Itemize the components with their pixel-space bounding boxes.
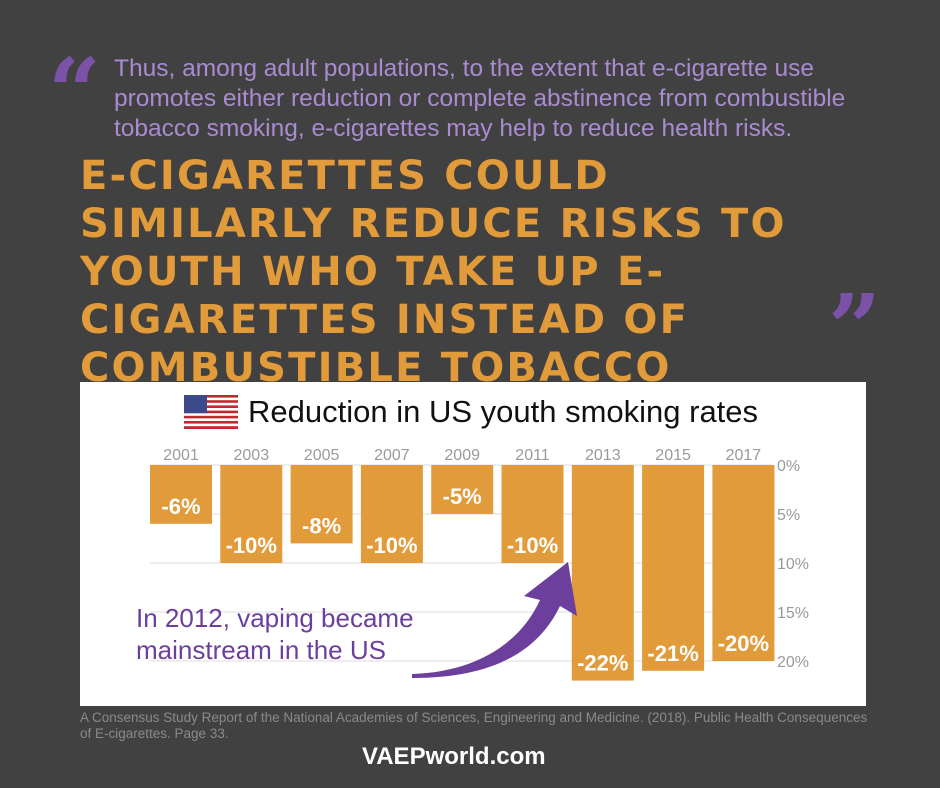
chart-panel: Reduction in US youth smoking rates 0% 5%… xyxy=(80,382,866,706)
y-tick-label: 0% xyxy=(777,458,800,475)
open-quote-mark: “ xyxy=(48,38,101,146)
brand-logo-text: VAEPworld.com xyxy=(362,743,546,770)
y-tick-label: 10% xyxy=(777,556,809,573)
bar xyxy=(290,465,353,544)
close-quote-mark: ” xyxy=(828,274,881,382)
x-category-label: 2015 xyxy=(655,447,691,464)
chart-title: Reduction in US youth smoking rates xyxy=(248,394,759,429)
bar xyxy=(220,465,283,563)
quote-intro: Thus, among adult populations, to the ex… xyxy=(114,55,846,142)
bar xyxy=(571,465,634,681)
us-flag-icon xyxy=(184,395,238,429)
x-category-label: 2013 xyxy=(585,447,621,464)
x-category-label: 2009 xyxy=(444,447,480,464)
source-citation: A Consensus Study Report of the National… xyxy=(80,710,868,741)
y-tick-label: 15% xyxy=(777,605,809,622)
bar-value-label: -20% xyxy=(718,631,769,656)
bar xyxy=(360,465,423,563)
bar-value-label: -10% xyxy=(366,533,417,558)
x-category-label: 2007 xyxy=(374,447,410,464)
bar-value-label: -22% xyxy=(577,651,628,676)
bar-value-label: -8% xyxy=(302,513,341,538)
bar xyxy=(642,465,705,671)
x-category-label: 2005 xyxy=(304,447,340,464)
bar-value-label: -6% xyxy=(161,494,200,519)
x-category-label: 2011 xyxy=(515,447,550,464)
bar xyxy=(431,465,494,514)
y-tick-label: 20% xyxy=(777,654,809,671)
bar xyxy=(501,465,564,563)
x-category-label: 2003 xyxy=(234,447,270,464)
bar-value-label: -10% xyxy=(507,533,558,558)
bar-value-label: -5% xyxy=(443,484,482,509)
bar xyxy=(150,465,212,524)
bar-chart: 0% 5% 10% 15% 20% -6% 2001 -10% 2003 -8% 2005 -10% 2… xyxy=(150,447,809,681)
y-tick-label: 5% xyxy=(777,507,800,524)
annotation-text: In 2012, vaping became mainstream in the… xyxy=(136,603,414,665)
bar xyxy=(712,465,775,661)
x-category-label: 2001 xyxy=(163,447,199,464)
x-category-label: 2017 xyxy=(726,447,762,464)
bar-value-label: -10% xyxy=(226,533,277,558)
bar-value-label: -21% xyxy=(647,641,698,666)
annotation-arrow xyxy=(412,562,577,678)
